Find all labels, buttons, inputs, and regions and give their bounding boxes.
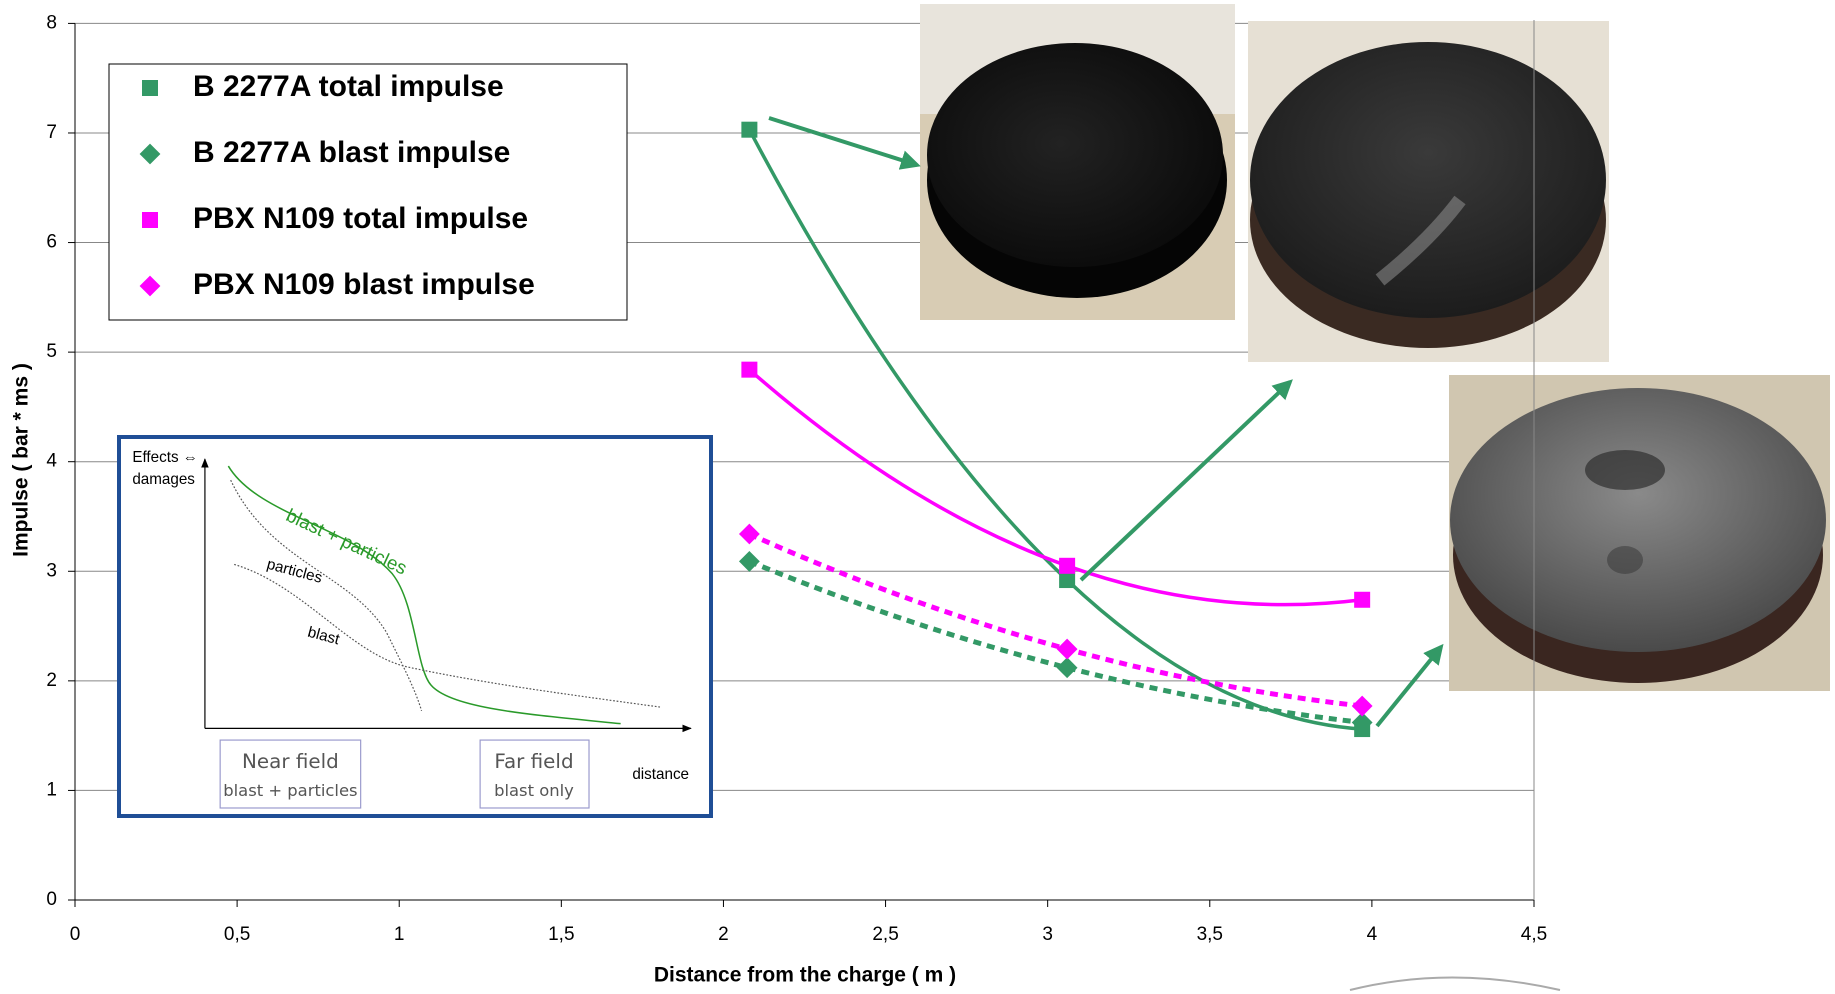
legend-label: PBX N109 blast impulse (193, 268, 535, 301)
x-tick-label: 0,5 (224, 924, 250, 945)
near-field-subtitle: blast + particles (223, 781, 357, 800)
x-tick-label: 1 (394, 924, 405, 945)
photo (920, 4, 1235, 320)
x-tick-label: 3,5 (1197, 924, 1223, 945)
y-tick-label: 4 (46, 451, 57, 472)
y-tick-label: 5 (46, 341, 57, 362)
legend-marker (142, 80, 158, 96)
inset: Effects ⇔ damages blast + particles part… (117, 435, 713, 818)
data-point (1354, 591, 1371, 608)
data-point (1351, 712, 1373, 733)
legend (108, 63, 628, 321)
y-tick-label: 8 (46, 12, 57, 33)
legend-marker (142, 212, 158, 228)
decoration (1349, 976, 1561, 991)
photo (1248, 21, 1609, 362)
x-tick-label: 4,5 (1521, 924, 1547, 945)
data-point (738, 523, 760, 545)
legend-label: PBX N109 total impulse (193, 202, 528, 235)
inset-curve (234, 563, 662, 708)
inset-frame (117, 435, 713, 818)
y-tick-label: 2 (46, 670, 57, 691)
legend-marker (139, 275, 161, 297)
far-field-title: Far field (494, 750, 573, 773)
inset-curve (230, 479, 423, 711)
data-point (1351, 695, 1373, 717)
y-tick-label: 7 (46, 122, 57, 143)
x-axis-title: Distance from the charge ( m ) (654, 964, 956, 987)
data-point (1056, 638, 1078, 660)
x-tick-label: 1,5 (548, 924, 574, 945)
x-tick-label: 2 (718, 924, 729, 945)
data-point (1056, 657, 1078, 679)
legend-label: B 2277A total impulse (193, 70, 504, 103)
data-point (741, 121, 758, 138)
data-point (738, 551, 760, 572)
inset-x-label: distance (632, 766, 689, 783)
far-field-subtitle: blast only (494, 781, 574, 800)
y-tick-label: 1 (46, 779, 57, 800)
trend-line (747, 128, 1363, 731)
data-point (741, 361, 758, 378)
legend-marker (139, 143, 161, 165)
legend-label: B 2277A blast impulse (193, 136, 510, 169)
near-field-title: Near field (242, 750, 339, 773)
y-tick-label: 3 (46, 560, 57, 581)
x-tick-label: 0 (70, 924, 81, 945)
y-axis-title: Impulse ( bar * ms ) (10, 363, 33, 557)
inset-y-label: damages (132, 471, 195, 488)
data-point (1059, 557, 1076, 574)
x-tick-label: 2,5 (872, 924, 898, 945)
inset-curve (227, 465, 621, 725)
y-tick-label: 0 (46, 889, 57, 910)
data-point (1059, 572, 1076, 589)
y-tick-label: 6 (46, 232, 57, 253)
x-tick-label: 4 (1367, 924, 1378, 945)
inset-y-label: Effects ⇔ (132, 449, 198, 466)
trend-line (748, 559, 1363, 725)
x-tick-label: 3 (1042, 924, 1053, 945)
photo (1449, 375, 1830, 691)
arrows (768, 116, 1444, 728)
far-field-box (479, 739, 590, 809)
near-field-box (219, 739, 362, 809)
